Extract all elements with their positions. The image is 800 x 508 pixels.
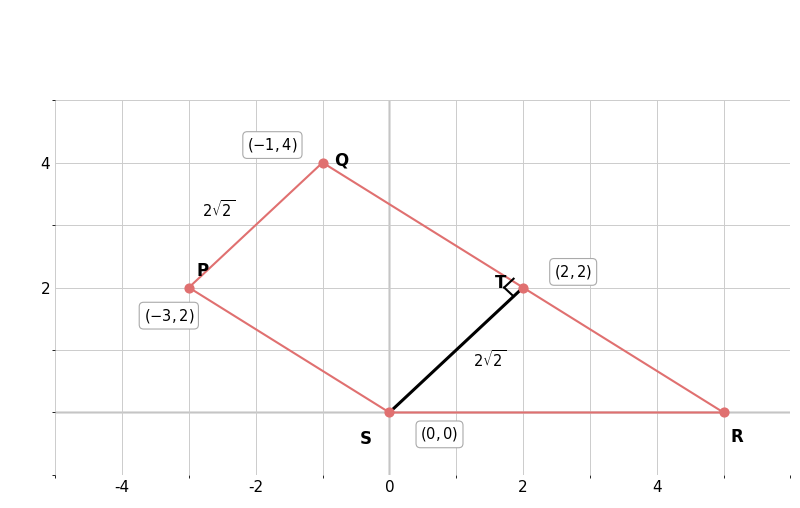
Text: $(-3, 2)$: $(-3, 2)$ <box>143 307 194 325</box>
Point <box>717 408 730 417</box>
Text: Q: Q <box>334 152 349 170</box>
Point <box>182 283 195 292</box>
Text: S: S <box>359 430 371 448</box>
Text: $(-1, 4)$: $(-1, 4)$ <box>247 136 298 154</box>
Text: R: R <box>730 428 743 446</box>
Text: $2\sqrt{2}$: $2\sqrt{2}$ <box>202 199 235 220</box>
Text: $2\sqrt{2}$: $2\sqrt{2}$ <box>473 349 506 370</box>
Point <box>383 408 396 417</box>
Text: P: P <box>197 262 209 280</box>
Text: $(2, 2)$: $(2, 2)$ <box>554 263 592 281</box>
Text: $(0, 0)$: $(0, 0)$ <box>421 425 458 443</box>
Text: T: T <box>495 273 506 292</box>
Point <box>316 158 329 167</box>
Point <box>517 283 530 292</box>
